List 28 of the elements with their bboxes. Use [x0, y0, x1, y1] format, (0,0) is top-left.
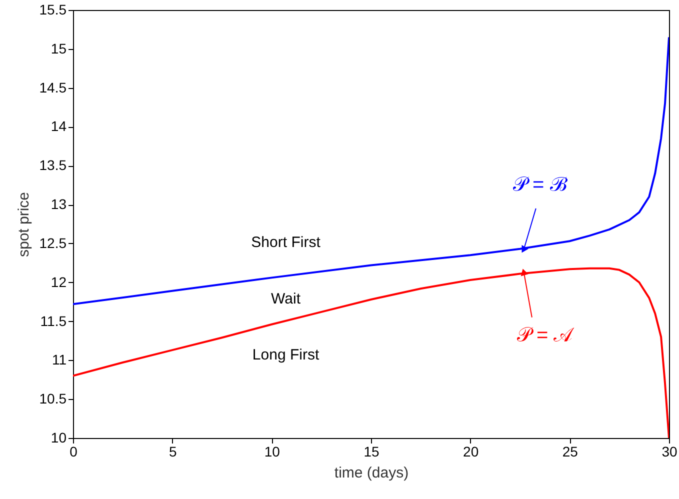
y-tick-label: 15.5: [39, 2, 67, 18]
y-tick-label: 10.5: [39, 390, 67, 407]
y-tick-label: 14.5: [39, 79, 67, 96]
line-series: [73, 267, 669, 438]
y-tick-label: 12: [50, 274, 67, 290]
annotation: Wait: [271, 290, 302, 308]
x-tick-label: 0: [70, 444, 78, 460]
x-tick-label: 15: [364, 444, 380, 460]
annotation: 𝒫 = ℬ: [512, 174, 568, 196]
line-series: [73, 36, 669, 306]
annotation: Long First: [252, 346, 320, 364]
x-tick-label: 20: [463, 444, 479, 460]
y-axis-title: spot price: [15, 192, 32, 258]
annotation: Short First: [251, 234, 322, 252]
y-tick-label: 15: [50, 40, 67, 56]
y-tick-label: 12.5: [39, 234, 67, 251]
y-tick-label: 14: [50, 118, 67, 134]
y-tick-label: 11: [52, 352, 67, 368]
x-tick-label: 5: [168, 444, 177, 460]
y-tick-label: 10: [50, 430, 67, 446]
x-tick-label: 10: [264, 444, 280, 460]
y-tick-label: 11.5: [40, 312, 67, 329]
annotation: 𝒫 = 𝒜: [516, 324, 575, 346]
y-tick-label: 13: [50, 196, 67, 212]
x-tick-label: 30: [662, 444, 678, 460]
x-axis-title: time (days): [334, 464, 409, 482]
y-tick-label: 13.5: [39, 157, 67, 174]
x-tick-label: 25: [562, 444, 578, 460]
